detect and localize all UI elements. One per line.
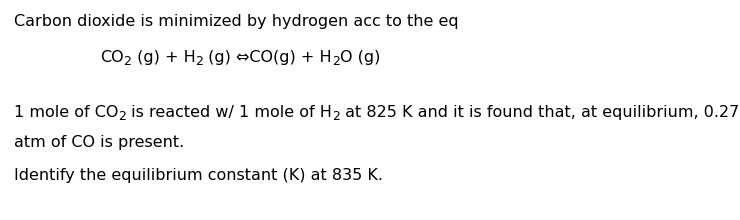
Text: (g) + H: (g) + H [132, 50, 195, 65]
Text: Carbon dioxide is minimized by hydrogen acc to the eq: Carbon dioxide is minimized by hydrogen … [14, 14, 459, 29]
Text: (g) ⇔CO(g) + H: (g) ⇔CO(g) + H [203, 50, 332, 65]
Text: 2: 2 [332, 55, 340, 68]
Text: at 825 K and it is found that, at equilibrium, 0.27: at 825 K and it is found that, at equili… [340, 105, 739, 120]
Text: 2: 2 [124, 55, 132, 68]
Text: Identify the equilibrium constant (K) at 835 K.: Identify the equilibrium constant (K) at… [14, 168, 383, 183]
Text: CO: CO [100, 50, 124, 65]
Text: 2: 2 [332, 110, 340, 123]
Text: 2: 2 [118, 110, 127, 123]
Text: 1 mole of CO: 1 mole of CO [14, 105, 118, 120]
Text: atm of CO is present.: atm of CO is present. [14, 135, 184, 150]
Text: O (g): O (g) [340, 50, 380, 65]
Text: is reacted w/ 1 mole of H: is reacted w/ 1 mole of H [127, 105, 332, 120]
Text: 2: 2 [195, 55, 203, 68]
